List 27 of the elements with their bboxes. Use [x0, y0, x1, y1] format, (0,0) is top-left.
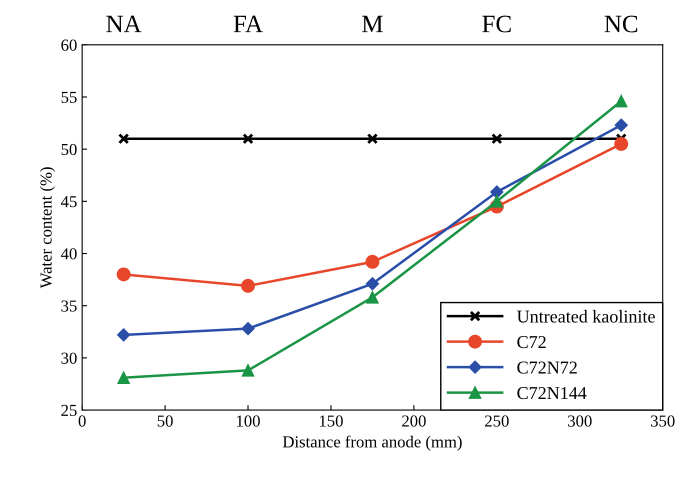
text: NA — [106, 16, 142, 32]
x-tick-label: 250 — [485, 415, 509, 427]
y-tick-label: 55 — [62, 92, 77, 103]
legend-label: C72 — [517, 336, 546, 348]
y-tick-label: 35 — [61, 300, 77, 312]
y-tick-label: 50 — [62, 144, 77, 156]
text: NC — [604, 16, 638, 32]
text: M — [362, 16, 383, 32]
y-tick-label: 25 — [61, 404, 77, 416]
x-axis-title: Distance from anode (mm) — [282, 436, 462, 451]
y-tick-label: 40 — [60, 248, 77, 260]
x-tick-label: 150 — [320, 415, 343, 427]
x-tick-label: 0 — [78, 415, 86, 427]
x-tick-label: 300 — [568, 415, 592, 427]
y-tick-label: 60 — [61, 40, 77, 51]
x-tick-label: 200 — [402, 415, 426, 427]
legend-label: C72N72 — [517, 362, 577, 374]
x-tick-label: 100 — [236, 415, 260, 427]
y-tick-label: 30 — [61, 352, 77, 364]
y-tick-label: 45 — [60, 196, 77, 208]
x-tick-label: 350 — [651, 415, 675, 427]
legend-label: C72N144 — [517, 387, 587, 400]
text: FA — [234, 16, 263, 32]
y-axis-title: Water content (%) — [40, 167, 56, 288]
x-tick-label: 50 — [158, 415, 173, 427]
text: FC — [482, 16, 511, 32]
legend-label: Untreated kaolinite — [516, 310, 655, 323]
